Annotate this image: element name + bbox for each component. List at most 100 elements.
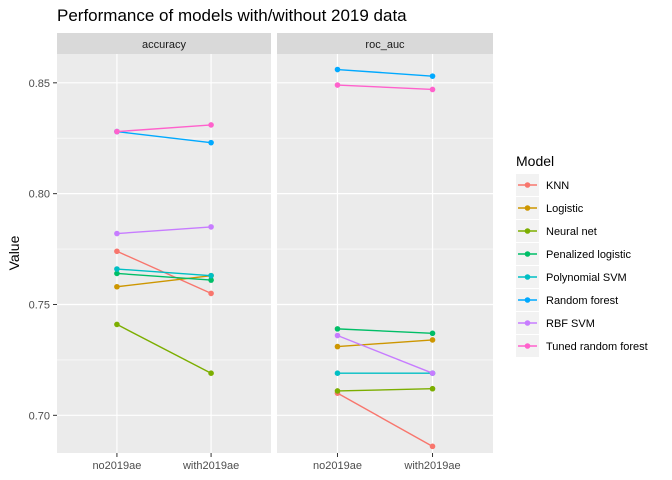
legend-item: Random forest: [516, 289, 618, 311]
data-point: [114, 128, 120, 135]
data-point: [334, 370, 341, 377]
data-point: [334, 388, 341, 394]
series-logistic: [334, 337, 436, 350]
x-tick-label: no2019ae: [313, 460, 362, 472]
data-point: [114, 321, 120, 328]
chart-title: Performance of models with/without 2019 …: [57, 6, 407, 25]
legend-key-point: [524, 228, 531, 234]
series-line: [337, 388, 433, 392]
legend-item: Penalized logistic: [516, 243, 631, 265]
legend-label: Polynomial SVM: [546, 272, 627, 284]
series-line: [337, 328, 433, 334]
data-point: [429, 86, 436, 93]
series-line: [337, 84, 433, 91]
legend-key-point: [524, 205, 531, 211]
legend-item: Polynomial SVM: [516, 266, 627, 288]
series-line: [116, 226, 212, 235]
series-tuned-random-forest: [114, 122, 214, 135]
data-point: [208, 277, 214, 283]
data-point: [334, 343, 341, 350]
y-tick-label: 0.75: [29, 299, 50, 311]
series-random-forest: [334, 66, 436, 79]
y-tick-label: 0.80: [29, 189, 50, 201]
legend-item: RBF SVM: [516, 312, 595, 334]
series-line: [116, 130, 212, 144]
series-line: [337, 68, 433, 77]
legend-label: Logistic: [546, 203, 584, 215]
facet-panel-accuracy: accuracy no2019ae with2019ae: [57, 33, 271, 472]
series-line: [337, 339, 433, 348]
facet-strip-label: accuracy: [142, 39, 187, 51]
legend-key-point: [524, 182, 531, 188]
series-line: [116, 124, 212, 133]
data-point: [429, 330, 436, 337]
legend-item: Tuned random forest: [516, 335, 648, 357]
x-tick-label: with2019ae: [182, 460, 239, 472]
legend-item: Neural net: [516, 220, 597, 242]
legend-item: Logistic: [516, 197, 584, 219]
series-neural-net: [114, 321, 214, 377]
data-point: [334, 326, 341, 332]
data-point: [429, 443, 436, 450]
legend-label: Tuned random forest: [546, 341, 648, 353]
series-penalized-logistic: [334, 326, 436, 337]
data-point: [208, 139, 214, 146]
legend-items: KNN Logistic Neural net Penalized logistic P…: [516, 174, 658, 360]
panel-background: [277, 54, 493, 453]
data-point: [429, 73, 436, 79]
legend-label: KNN: [546, 180, 569, 192]
facet-strip-label: roc_auc: [365, 39, 405, 51]
legend-key-point: [524, 274, 531, 280]
legend-label: Neural net: [546, 226, 597, 238]
series-line: [337, 392, 433, 447]
legend-box: [516, 174, 658, 360]
series-line: [116, 268, 212, 277]
series-tuned-random-forest: [334, 82, 436, 93]
series-polynomial-svm: [114, 266, 214, 279]
data-point: [429, 385, 436, 392]
data-point: [208, 370, 214, 377]
x-tick-label: with2019ae: [403, 460, 460, 472]
series-rbf-svm: [114, 224, 214, 237]
legend-item: KNN: [516, 174, 569, 196]
legend-label: Random forest: [546, 295, 618, 307]
y-tick-label: 0.85: [29, 78, 50, 90]
data-point: [114, 248, 120, 255]
data-point: [114, 266, 120, 272]
series-line: [116, 274, 212, 288]
legend-label: Penalized logistic: [546, 249, 631, 261]
data-point: [334, 82, 341, 88]
x-tick-label: no2019ae: [92, 460, 141, 472]
data-point: [208, 272, 214, 279]
data-point: [208, 224, 214, 230]
legend-label: RBF SVM: [546, 318, 595, 330]
data-point: [114, 230, 120, 237]
facet-panels: 0.70 0.75 0.80 0.85 accuracy no2019ae with2019…: [29, 33, 493, 472]
facet-strip: [57, 33, 271, 54]
panel-background: [57, 54, 271, 453]
legend-key-point: [524, 297, 531, 303]
data-point: [114, 270, 120, 277]
series-penalized-logistic: [114, 270, 214, 283]
legend-title: Model: [516, 153, 554, 169]
series-line: [337, 334, 433, 374]
series-neural-net: [334, 385, 436, 394]
series-line: [116, 272, 212, 281]
data-point: [114, 283, 120, 290]
data-point: [429, 337, 436, 343]
facet-panel-roc_auc: roc_auc no2019ae with2019ae: [277, 33, 493, 472]
series-line: [116, 323, 212, 374]
data-point: [334, 332, 341, 339]
data-point: [208, 290, 214, 297]
data-point: [429, 370, 436, 377]
legend: Model KNN Logistic Neural net Penalized log…: [516, 153, 658, 360]
series-rbf-svm: [334, 332, 436, 377]
y-axis-label: Value: [6, 235, 22, 270]
facet-strip: [277, 33, 493, 54]
legend-key-point: [524, 251, 531, 257]
legend-key-point: [524, 320, 531, 326]
legend-key-point: [524, 343, 531, 349]
data-point: [208, 122, 214, 128]
y-tick-label: 0.70: [29, 410, 50, 422]
